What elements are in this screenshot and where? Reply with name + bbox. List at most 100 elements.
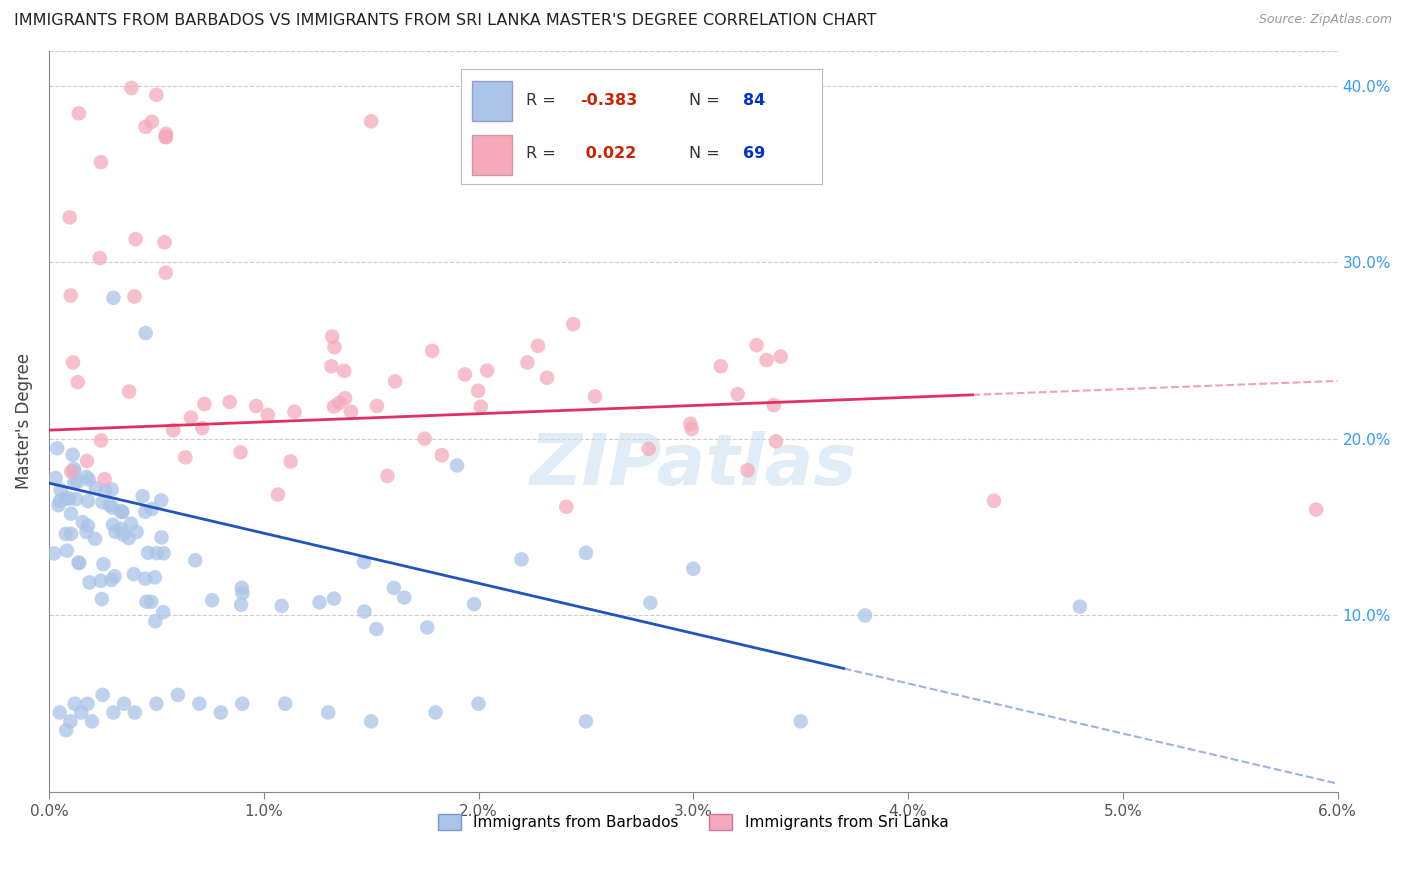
Point <box>193 397 215 411</box>
Point <box>124 232 146 246</box>
Point <box>155 266 177 280</box>
Point <box>162 423 184 437</box>
Point <box>100 573 122 587</box>
Point <box>141 502 163 516</box>
Point <box>245 399 267 413</box>
Point <box>145 87 167 102</box>
Point <box>640 596 662 610</box>
Point <box>333 391 356 405</box>
Point <box>477 363 499 377</box>
Point <box>131 489 153 503</box>
Point <box>76 697 98 711</box>
Point <box>446 458 468 473</box>
Point <box>94 483 117 498</box>
Point <box>155 130 177 145</box>
Point <box>143 614 166 628</box>
Point <box>152 546 174 560</box>
Point <box>1069 599 1091 614</box>
Point <box>762 398 785 412</box>
Point <box>256 408 278 422</box>
Point <box>155 127 177 141</box>
Point <box>55 527 77 541</box>
Point <box>58 491 80 506</box>
Point <box>63 462 86 476</box>
Legend: Immigrants from Barbados, Immigrants from Sri Lanka: Immigrants from Barbados, Immigrants fro… <box>432 808 955 836</box>
Point <box>555 500 578 514</box>
Point <box>146 546 169 560</box>
Point <box>111 505 134 519</box>
Point <box>188 697 211 711</box>
Text: ZIPatlas: ZIPatlas <box>530 432 858 500</box>
Point <box>63 475 86 490</box>
Point <box>90 574 112 588</box>
Point <box>323 340 346 354</box>
Point <box>420 343 443 358</box>
Point <box>321 359 343 374</box>
Point <box>89 251 111 265</box>
Point <box>101 517 124 532</box>
Point <box>55 723 77 738</box>
Point <box>67 106 90 120</box>
Point <box>283 405 305 419</box>
Point <box>91 688 114 702</box>
Point <box>536 370 558 384</box>
Point <box>62 448 84 462</box>
Point <box>60 465 83 479</box>
Point <box>394 591 416 605</box>
Point <box>59 211 82 225</box>
Text: Source: ZipAtlas.com: Source: ZipAtlas.com <box>1258 13 1392 27</box>
Point <box>45 471 67 485</box>
Point <box>145 697 167 711</box>
Point <box>134 505 156 519</box>
Point <box>93 557 115 571</box>
Point <box>789 714 811 729</box>
Point <box>67 556 90 570</box>
Point <box>755 353 778 368</box>
Point <box>134 572 156 586</box>
Point <box>430 448 453 462</box>
Point <box>66 475 89 489</box>
Point <box>637 442 659 456</box>
Point <box>575 546 598 560</box>
Point <box>118 384 141 399</box>
Point <box>66 375 89 389</box>
Point <box>769 350 792 364</box>
Point <box>77 518 100 533</box>
Point <box>384 375 406 389</box>
Point <box>231 697 253 711</box>
Point <box>155 129 177 144</box>
Point <box>166 688 188 702</box>
Point <box>360 714 382 729</box>
Point <box>280 454 302 468</box>
Point <box>75 470 97 484</box>
Point <box>63 697 86 711</box>
Point <box>135 326 157 340</box>
Point <box>93 472 115 486</box>
Point <box>467 384 489 398</box>
Point <box>56 491 79 506</box>
Point <box>141 595 163 609</box>
Point <box>353 555 375 569</box>
Point <box>366 399 388 413</box>
Point <box>413 432 436 446</box>
Point <box>853 608 876 623</box>
Point <box>110 522 132 536</box>
Point <box>112 697 135 711</box>
Point <box>101 483 124 497</box>
Point <box>48 498 70 512</box>
Point <box>67 556 90 570</box>
Point <box>366 622 388 636</box>
Point <box>328 396 350 410</box>
Point <box>323 400 346 414</box>
Point <box>120 81 142 95</box>
Point <box>72 515 94 529</box>
Point <box>229 445 252 459</box>
Point <box>77 494 100 508</box>
Point <box>101 500 124 515</box>
Point <box>789 141 811 155</box>
Point <box>79 575 101 590</box>
Point <box>90 155 112 169</box>
Point <box>90 434 112 448</box>
Point <box>201 593 224 607</box>
Point <box>209 706 232 720</box>
